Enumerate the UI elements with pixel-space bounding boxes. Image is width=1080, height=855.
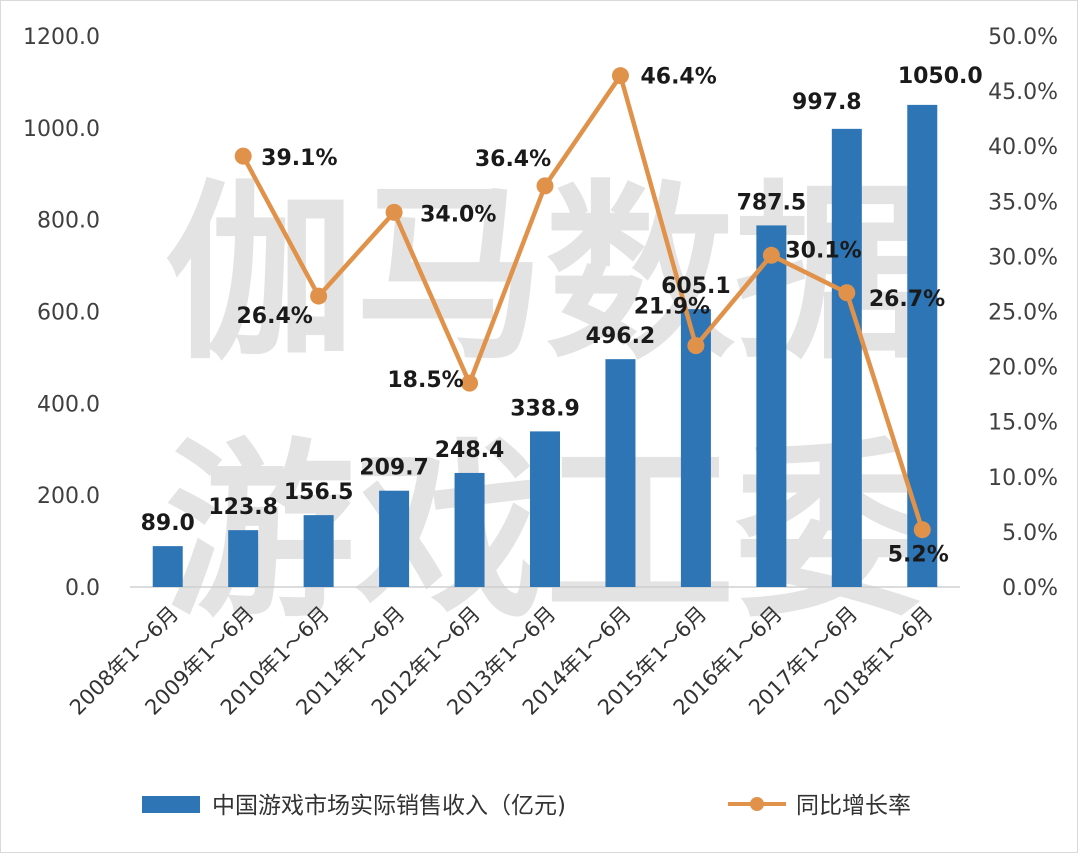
line-point: [310, 287, 328, 305]
line-point: [536, 177, 554, 195]
legend-bar-label: 中国游戏市场实际销售收入（亿元): [212, 793, 566, 819]
bar: [152, 546, 183, 587]
line-value-label: 5.2%: [888, 543, 949, 568]
bar-value-label: 248.4: [435, 438, 505, 463]
y-left-tick-label: 200.0: [37, 484, 100, 509]
y-left-tick-label: 1200.0: [23, 25, 100, 50]
line-data-labels: 39.1% 26.4% 34.0% 18.5% 36.4% 46.4% 21.9% 30.1%…: [236, 65, 948, 568]
bar: [605, 359, 636, 587]
y-axis-right: 0.0% 5.0% 10.0% 15.0% 20.0% 25.0% 30.0% 35.0% 40…: [988, 25, 1058, 601]
bar-value-label: 209.7: [359, 456, 429, 481]
bar-value-label: 496.2: [586, 324, 656, 349]
y-left-tick-label: 400.0: [37, 392, 100, 417]
bar-value-label: 605.1: [661, 274, 731, 299]
line-point: [838, 284, 856, 302]
y-left-tick-label: 600.0: [37, 301, 100, 326]
line-value-label: 36.4%: [475, 147, 551, 172]
bar-series: [152, 104, 938, 587]
bar: [680, 309, 711, 587]
bar: [454, 472, 485, 587]
watermark-line1: 伽马数据: [165, 164, 925, 385]
bar-value-label: 89.0: [141, 511, 195, 536]
bar: [831, 128, 862, 587]
line-point: [687, 337, 705, 355]
y-right-tick-label: 45.0%: [988, 80, 1058, 105]
growth-line-series: [234, 67, 931, 539]
line-point: [234, 147, 252, 165]
y-right-tick-label: 15.0%: [988, 411, 1058, 436]
line-value-label: 34.0%: [420, 202, 496, 227]
bar: [907, 104, 938, 587]
line-point: [385, 203, 403, 221]
y-axis-left: 0.0 200.0 400.0 600.0 800.0 1000.0 1200.0: [23, 25, 100, 601]
legend-line-marker: [750, 797, 764, 811]
line-point: [611, 67, 629, 85]
legend-bar-swatch: [142, 796, 200, 813]
y-left-tick-label: 800.0: [37, 209, 100, 234]
y-right-tick-label: 30.0%: [988, 245, 1058, 270]
bar-value-label: 997.8: [792, 90, 862, 115]
growth-line: [241, 73, 925, 531]
y-right-tick-label: 0.0%: [1002, 576, 1058, 601]
line-value-label: 39.1%: [261, 146, 337, 171]
bar: [228, 530, 259, 587]
bar-value-label: 338.9: [510, 396, 580, 421]
y-left-tick-label: 0.0: [65, 576, 100, 601]
y-right-tick-label: 20.0%: [988, 356, 1058, 381]
line-point: [762, 246, 780, 264]
y-right-tick-label: 25.0%: [988, 301, 1058, 326]
line-point: [913, 521, 931, 539]
line-value-label: 46.4%: [640, 65, 716, 90]
line-value-label: 18.5%: [387, 368, 463, 393]
bar: [530, 431, 560, 587]
bar: [756, 225, 787, 587]
line-value-label: 26.4%: [236, 304, 312, 329]
y-right-tick-label: 40.0%: [988, 135, 1058, 160]
line-value-label: 21.9%: [634, 295, 710, 320]
bar-value-label: 156.5: [284, 480, 354, 505]
bar-value-label: 787.5: [737, 190, 807, 215]
legend: 中国游戏市场实际销售收入（亿元) 同比增长率: [142, 793, 911, 819]
line-point: [461, 374, 479, 392]
bar-value-label: 1050.0: [898, 64, 983, 89]
y-right-tick-label: 35.0%: [988, 190, 1058, 215]
line-value-label: 26.7%: [869, 287, 945, 312]
bar: [303, 515, 334, 587]
y-right-tick-label: 50.0%: [988, 25, 1058, 50]
y-right-tick-label: 5.0%: [1002, 521, 1058, 546]
bar: [379, 490, 410, 587]
line-value-label: 30.1%: [785, 238, 861, 263]
bar-value-label: 123.8: [208, 495, 278, 520]
legend-line-label: 同比增长率: [796, 793, 911, 819]
y-right-tick-label: 10.0%: [988, 466, 1058, 491]
y-left-tick-label: 1000.0: [23, 117, 100, 142]
